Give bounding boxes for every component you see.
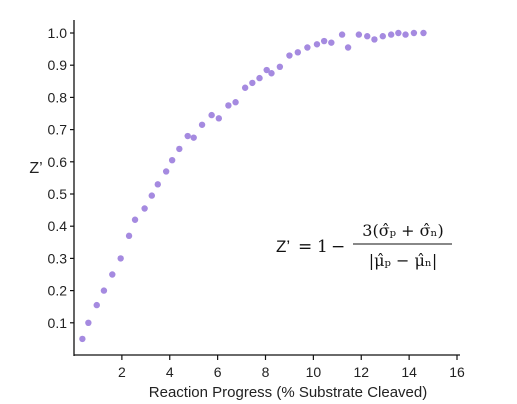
data-point: [176, 145, 183, 153]
y-tick-label: 0.6: [48, 154, 68, 170]
data-point: [168, 156, 176, 164]
x-tick-label: 2: [118, 364, 126, 380]
x-axis-title: Reaction Progress (% Substrate Cleaved): [149, 384, 427, 401]
y-axis-title: Z’: [29, 160, 42, 177]
data-point: [313, 41, 321, 48]
x-tick-label: 6: [214, 364, 222, 380]
y-tick-label: 0.7: [48, 122, 68, 138]
data-point: [162, 168, 170, 175]
data-point: [420, 29, 427, 37]
data-point: [184, 132, 191, 140]
data-point: [141, 205, 148, 212]
data-point: [131, 216, 139, 223]
z-prime-equation: Z’ = 1 − 3(σ̂ₚ + σ̂ₙ) |μ̂ₚ − μ̂ₙ|: [276, 221, 452, 270]
data-point: [294, 49, 302, 56]
data-point: [338, 31, 346, 38]
data-point: [344, 44, 352, 51]
y-tick-label: 0.9: [48, 57, 68, 73]
data-point: [125, 232, 133, 240]
data-point: [276, 63, 284, 71]
data-point: [387, 31, 395, 38]
y-tick-label: 0.3: [48, 250, 68, 266]
data-point: [355, 31, 363, 38]
y-tick-label: 0.4: [48, 218, 68, 234]
data-point: [148, 192, 155, 199]
data-point: [190, 134, 197, 141]
data-point: [225, 102, 232, 109]
data-point: [85, 319, 92, 326]
data-point: [100, 287, 108, 294]
data-point: [198, 121, 206, 128]
y-tick-label: 0.5: [48, 186, 68, 202]
x-tick-label: 16: [449, 364, 465, 380]
x-tick-label: 4: [166, 364, 174, 380]
data-point: [371, 36, 378, 43]
data-point: [263, 66, 270, 74]
data-point: [109, 271, 116, 278]
data-point: [93, 301, 100, 309]
data-point: [241, 84, 249, 91]
data-point: [286, 52, 293, 59]
data-point: [154, 181, 161, 188]
y-tick-label: 0.8: [48, 89, 68, 105]
x-tick-label: 8: [262, 364, 270, 380]
data-point: [328, 39, 335, 46]
data-point: [402, 31, 409, 38]
data-point: [232, 99, 239, 106]
data-point: [117, 255, 124, 262]
equation-lhs: Z’: [276, 237, 290, 256]
y-tick-label: 0.2: [48, 283, 68, 299]
equation-minus: −: [331, 237, 345, 257]
data-point: [320, 37, 328, 45]
data-point: [410, 29, 418, 37]
data-point: [268, 70, 275, 77]
data-point: [249, 79, 256, 87]
data-point: [364, 33, 371, 40]
y-tick-label: 1.0: [48, 25, 68, 41]
equation-denominator: |μ̂ₚ − μ̂ₙ|: [369, 251, 437, 270]
data-point: [304, 44, 311, 51]
data-point: [256, 74, 263, 82]
data-point: [79, 335, 86, 343]
equation-equals: =: [298, 237, 312, 257]
x-tick-label: 14: [401, 364, 417, 380]
data-point: [208, 111, 215, 119]
y-tick-label: 0.1: [48, 315, 68, 331]
data-points: [79, 29, 427, 343]
equation-one: 1: [317, 237, 328, 257]
x-tick-label: 10: [306, 364, 322, 380]
data-point: [395, 29, 402, 37]
data-point: [215, 115, 223, 122]
axes: [73, 20, 460, 356]
y-ticks: 0.1 0.2 0.3 0.4 0.5 0.6 0.7 0.8 0.9 1.0: [48, 25, 74, 331]
x-ticks: 2 4 6 8 10 12 14 16: [118, 355, 465, 380]
data-point: [379, 33, 386, 40]
x-tick-label: 12: [353, 364, 369, 380]
equation-numerator: 3(σ̂ₚ + σ̂ₙ): [362, 221, 443, 240]
